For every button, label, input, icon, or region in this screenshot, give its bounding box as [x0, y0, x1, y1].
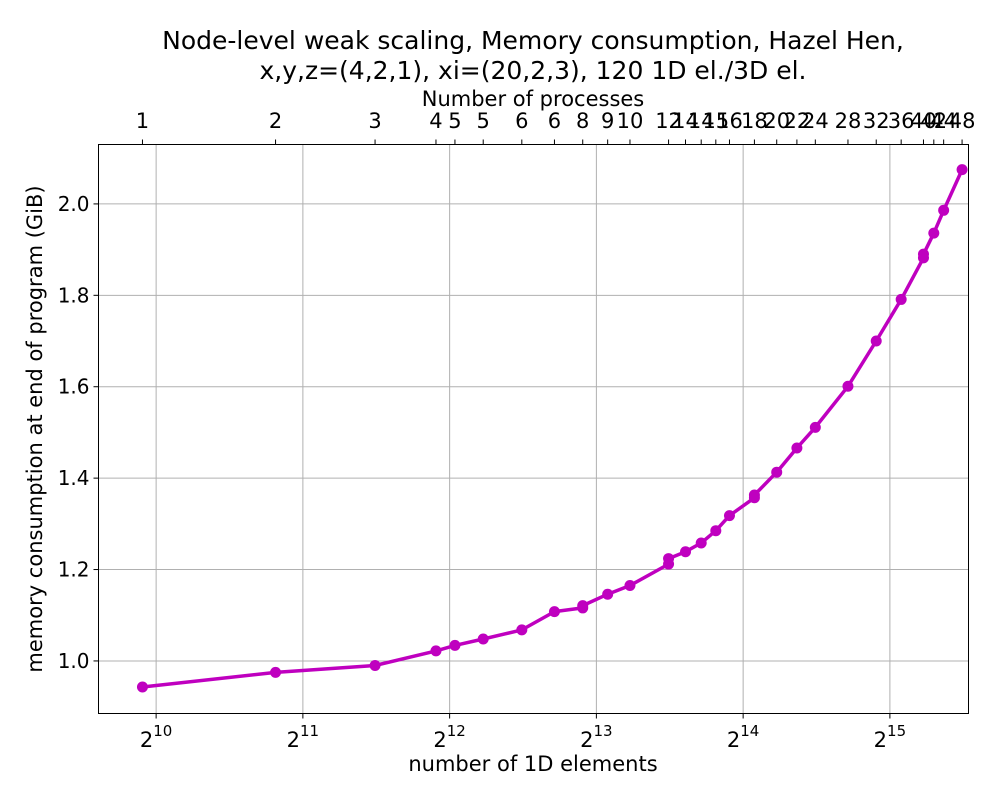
top-tick-label: 36 — [888, 109, 915, 133]
top-tick-label: 1 — [136, 109, 149, 133]
data-point — [516, 624, 528, 636]
top-tick-label: 5 — [448, 109, 461, 133]
top-tick-label: 24 — [802, 109, 829, 133]
y-tick-label: 1.8 — [58, 283, 90, 307]
top-tick-label: 22 — [784, 109, 811, 133]
data-point — [938, 204, 950, 216]
data-point — [791, 442, 803, 454]
top-tick-label: 42 — [920, 109, 947, 133]
chart-title: Node-level weak scaling, Memory consumpt… — [162, 26, 904, 55]
top-tick-label: 48 — [949, 109, 976, 133]
top-tick-label: 9 — [601, 109, 614, 133]
x-tick-label: 213 — [580, 722, 612, 752]
top-tick-label: 12 — [655, 109, 682, 133]
top-tick-label: 18 — [741, 109, 768, 133]
top-tick-label: 40 — [910, 109, 937, 133]
data-point — [895, 293, 907, 305]
data-point — [842, 380, 854, 392]
top-tick-label: 10 — [617, 109, 644, 133]
y-tick-label: 1.6 — [58, 375, 90, 399]
y-tick-label: 2.0 — [58, 192, 90, 216]
data-point — [870, 335, 882, 347]
data-point — [577, 600, 589, 612]
y-tick-label: 1.2 — [58, 558, 90, 582]
data-point — [602, 588, 614, 600]
series-memory — [136, 164, 968, 693]
data-point — [710, 525, 722, 537]
data-point — [809, 421, 821, 433]
data-point — [956, 164, 968, 176]
data-point — [723, 510, 735, 522]
data-point — [449, 639, 461, 651]
data-point — [663, 553, 675, 565]
chart-subtitle: x,y,z=(4,2,1), xi=(20,2,3), 120 1D el./3… — [259, 56, 806, 85]
plot-frame — [98, 144, 969, 714]
grid-lines — [98, 144, 969, 714]
data-point — [270, 666, 282, 678]
top-tick-label: 32 — [863, 109, 890, 133]
data-point — [917, 248, 929, 260]
top-axis-label: Number of processes — [422, 87, 645, 111]
x-tick-label: 210 — [140, 722, 172, 752]
x-tick-label: 212 — [433, 722, 465, 752]
top-tick-label: 14 — [672, 109, 699, 133]
data-point — [695, 537, 707, 549]
y-axis-label: memory consumption at end of program (Gi… — [23, 185, 47, 672]
data-point — [477, 633, 489, 645]
top-tick-label: 3 — [368, 109, 381, 133]
data-point — [624, 580, 636, 592]
top-tick-label: 15 — [702, 109, 729, 133]
x-tick-label: 214 — [727, 722, 759, 752]
top-tick-label: 6 — [515, 109, 528, 133]
x-tick-label: 211 — [287, 722, 319, 752]
top-tick-label: 8 — [576, 109, 589, 133]
data-point — [928, 227, 940, 239]
data-point — [771, 466, 783, 478]
data-point — [136, 681, 148, 693]
x-axis-label: number of 1D elements — [408, 752, 657, 776]
data-point — [548, 606, 560, 618]
x-tick-label: 215 — [874, 722, 906, 752]
top-tick-label: 4 — [429, 109, 442, 133]
top-tick-label: 16 — [716, 109, 743, 133]
data-point — [680, 546, 692, 558]
y-tick-label: 1.0 — [58, 649, 90, 673]
top-tick-label: 6 — [548, 109, 561, 133]
data-point — [430, 645, 442, 657]
data-point — [748, 489, 760, 501]
top-tick-label: 44 — [930, 109, 957, 133]
top-tick-label: 5 — [477, 109, 490, 133]
top-tick-label: 2 — [269, 109, 282, 133]
y-tick-label: 1.4 — [58, 466, 90, 490]
top-tick-label: 20 — [763, 109, 790, 133]
top-tick-label: 28 — [835, 109, 862, 133]
top-tick-label: 14 — [688, 109, 715, 133]
data-point — [369, 660, 381, 672]
